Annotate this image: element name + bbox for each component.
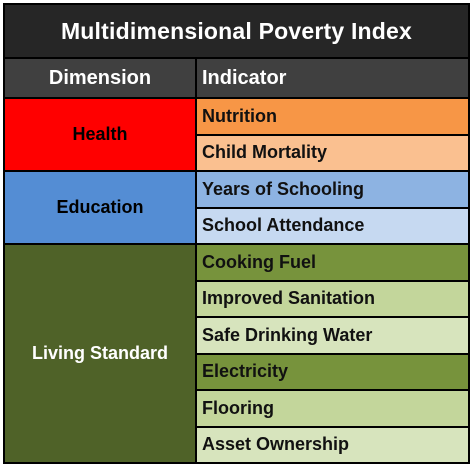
indicator-nutrition: Nutrition xyxy=(197,99,468,134)
indicator-child-mortality: Child Mortality xyxy=(197,135,468,170)
dimension-education: Education xyxy=(5,172,195,243)
indicator-improved-sanitation: Improved Sanitation xyxy=(197,281,468,316)
header-dimension: Dimension xyxy=(5,59,195,97)
table-title: Multidimensional Poverty Index xyxy=(5,5,468,57)
header-indicator: Indicator xyxy=(197,59,468,97)
indicator-school-attendance: School Attendance xyxy=(197,208,468,243)
indicator-electricity: Electricity xyxy=(197,354,468,389)
poverty-index-table: Multidimensional Poverty Index Dimension… xyxy=(3,3,470,464)
dimension-living-standard: Living Standard xyxy=(5,245,195,462)
dimension-health: Health xyxy=(5,99,195,170)
indicator-years-of-schooling: Years of Schooling xyxy=(197,172,468,207)
indicator-safe-drinking-water: Safe Drinking Water xyxy=(197,318,468,353)
indicator-asset-ownership: Asset Ownership xyxy=(197,427,468,462)
indicator-cooking-fuel: Cooking Fuel xyxy=(197,245,468,280)
indicator-flooring: Flooring xyxy=(197,391,468,426)
